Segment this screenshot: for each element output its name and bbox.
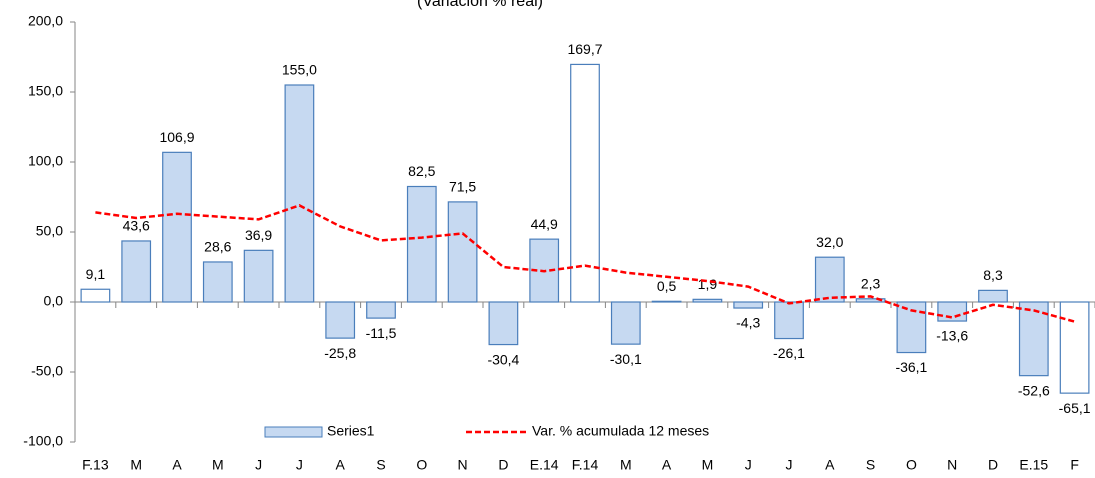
x-tick-label: J: [786, 457, 793, 473]
x-tick-label: N: [458, 457, 468, 473]
x-tick-label: F: [1070, 457, 1079, 473]
data-label: 0,5: [657, 278, 677, 294]
data-label: 71,5: [449, 179, 476, 195]
x-tick-label: A: [825, 457, 835, 473]
bar: [610, 301, 641, 345]
data-label: 8,3: [983, 267, 1003, 283]
bar: [814, 256, 845, 303]
y-tick-label: 50,0: [36, 223, 63, 239]
bar: [80, 288, 111, 303]
bar: [978, 289, 1008, 303]
data-label: 2,3: [861, 275, 881, 291]
data-label: 155,0: [282, 62, 317, 78]
data-label: -25,8: [324, 345, 356, 361]
data-label: 36,9: [245, 227, 272, 243]
x-tick-label: J: [255, 457, 262, 473]
bar: [121, 240, 152, 303]
bar: [162, 151, 192, 303]
x-tick-label: S: [866, 457, 875, 473]
bar: [855, 298, 886, 303]
data-label: 9,1: [86, 266, 106, 282]
data-label: -52,6: [1018, 382, 1050, 398]
y-tick-label: -50,0: [31, 363, 63, 379]
bar: [243, 249, 274, 303]
y-tick-label: 100,0: [28, 153, 63, 169]
data-label: 43,6: [123, 218, 150, 234]
y-tick-label: -100,0: [23, 433, 63, 449]
x-tick-label: M: [212, 457, 224, 473]
bar: [488, 301, 519, 346]
x-tick-label: M: [130, 457, 142, 473]
data-label: 44,9: [531, 216, 558, 232]
x-tick-label: A: [336, 457, 346, 473]
x-tick-label: M: [702, 457, 714, 473]
y-tick-label: 150,0: [28, 83, 63, 99]
x-tick-label: E.14: [530, 457, 559, 473]
data-label: -65,1: [1059, 400, 1091, 416]
bar: [651, 300, 682, 303]
data-label: -11,5: [366, 325, 397, 341]
data-label: 82,5: [408, 163, 435, 179]
x-tick-label: D: [498, 457, 508, 473]
y-tick-label: 0,0: [44, 293, 64, 309]
data-label: -30,4: [487, 351, 519, 367]
bar: [692, 298, 723, 303]
bar: [325, 301, 356, 339]
bar: [1059, 301, 1090, 394]
legend-label: Series1: [327, 423, 375, 439]
x-tick-label: F.13: [82, 457, 109, 473]
data-label: -30,1: [610, 351, 642, 367]
bar: [284, 84, 315, 303]
bar: [366, 301, 396, 319]
bar: [406, 185, 437, 303]
data-label: -36,1: [895, 359, 927, 375]
legend-swatch: [264, 426, 323, 438]
x-tick-label: J: [745, 457, 752, 473]
bar: [570, 63, 600, 303]
x-tick-label: S: [376, 457, 385, 473]
data-label: 1,9: [698, 276, 718, 292]
x-tick-label: J: [296, 457, 303, 473]
x-tick-label: M: [620, 457, 632, 473]
line: [95, 204, 1075, 323]
bar: [447, 201, 478, 303]
x-tick-label: O: [416, 457, 427, 473]
data-label: -26,1: [773, 345, 805, 361]
x-tick-label: D: [988, 457, 998, 473]
legend-label: Var. % acumulada 12 meses: [532, 423, 709, 439]
x-tick-label: O: [906, 457, 917, 473]
y-tick-label: 200,0: [28, 13, 63, 29]
x-tick-label: N: [947, 457, 957, 473]
bar: [774, 301, 804, 340]
data-label: 28,6: [204, 239, 231, 255]
data-label: 32,0: [816, 234, 843, 250]
data-label: -4,3: [736, 315, 760, 331]
chart-subtitle: (Variación % real): [417, 0, 543, 10]
data-label: 106,9: [159, 129, 194, 145]
data-label: -13,6: [936, 328, 968, 344]
bar: [202, 261, 233, 303]
bar: [733, 301, 764, 309]
x-tick-label: A: [172, 457, 182, 473]
x-tick-label: E.15: [1019, 457, 1048, 473]
x-tick-label: F.14: [572, 457, 599, 473]
bar: [937, 301, 968, 322]
data-label: 169,7: [567, 41, 602, 57]
x-tick-label: A: [662, 457, 672, 473]
